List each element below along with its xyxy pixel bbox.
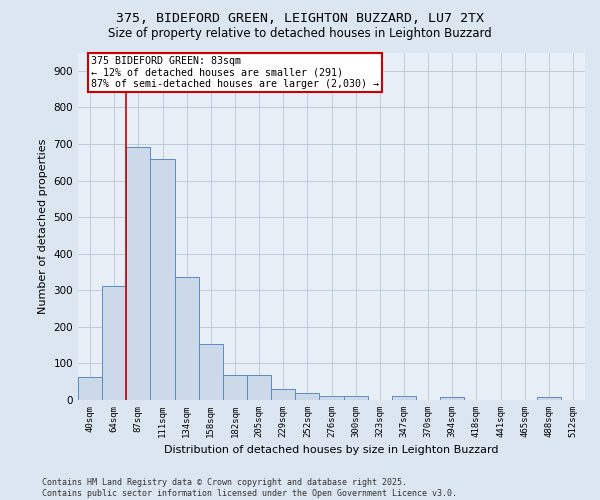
Bar xyxy=(392,396,416,400)
Bar xyxy=(295,392,319,400)
Bar xyxy=(271,389,295,400)
Text: 375 BIDEFORD GREEN: 83sqm
← 12% of detached houses are smaller (291)
87% of semi: 375 BIDEFORD GREEN: 83sqm ← 12% of detac… xyxy=(91,56,379,90)
Text: Contains HM Land Registry data © Crown copyright and database right 2025.
Contai: Contains HM Land Registry data © Crown c… xyxy=(42,478,457,498)
Bar xyxy=(126,146,151,400)
Bar xyxy=(247,376,271,400)
Bar xyxy=(102,286,126,400)
Text: 375, BIDEFORD GREEN, LEIGHTON BUZZARD, LU7 2TX: 375, BIDEFORD GREEN, LEIGHTON BUZZARD, L… xyxy=(116,12,484,26)
Bar xyxy=(537,397,561,400)
Y-axis label: Number of detached properties: Number of detached properties xyxy=(38,138,48,314)
Bar xyxy=(440,397,464,400)
Bar xyxy=(175,278,199,400)
Text: Size of property relative to detached houses in Leighton Buzzard: Size of property relative to detached ho… xyxy=(108,28,492,40)
Bar xyxy=(78,378,102,400)
X-axis label: Distribution of detached houses by size in Leighton Buzzard: Distribution of detached houses by size … xyxy=(164,446,499,456)
Bar xyxy=(223,376,247,400)
Bar xyxy=(344,396,368,400)
Bar xyxy=(151,160,175,400)
Bar xyxy=(319,396,344,400)
Bar xyxy=(199,344,223,400)
